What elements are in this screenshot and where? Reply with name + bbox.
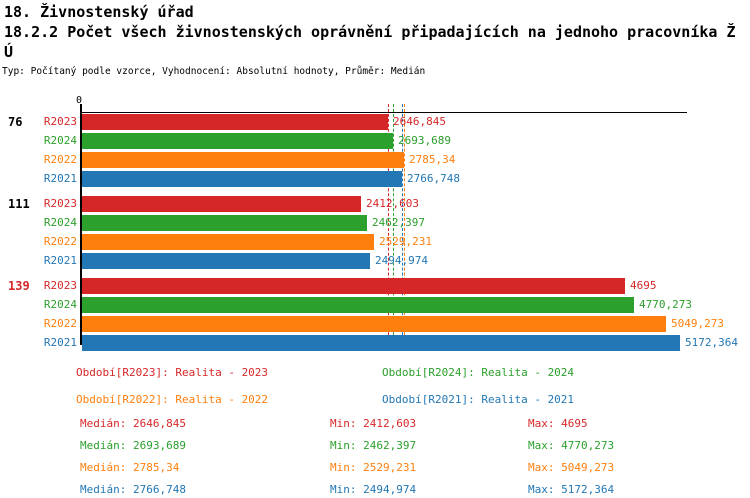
bar-value-label: 4695: [630, 279, 657, 292]
bar-value-label: 2494,974: [375, 254, 428, 267]
stat-median: Medián: 2766,748: [80, 483, 186, 496]
series-row-label: R2023: [43, 115, 77, 128]
bar: [82, 316, 666, 332]
series-row-label: R2022: [43, 235, 77, 248]
stat-min: Min: 2462,397: [330, 439, 417, 452]
bar-value-label: 2646,845: [393, 115, 446, 128]
legend-item: Období[R2022]: Realita - 2022: [76, 393, 269, 406]
series-row-label: R2023: [43, 279, 77, 292]
bar-value-label: 4770,273: [639, 298, 692, 311]
bar-value-label: 2766,748: [407, 172, 460, 185]
x-axis-line: [80, 112, 687, 113]
median-line: [404, 104, 405, 345]
bar-value-label: 2785,34: [409, 153, 456, 166]
series-row-label: R2021: [43, 254, 77, 267]
stat-max: Max: 5049,273: [528, 461, 615, 474]
stat-min: Min: 2529,231: [330, 461, 417, 474]
bar: [82, 253, 370, 269]
bar: [82, 297, 634, 313]
median-line: [388, 104, 389, 345]
stat-max: Max: 4770,273: [528, 439, 615, 452]
series-row-label: R2024: [43, 298, 77, 311]
stat-min: Min: 2494,974: [330, 483, 417, 496]
report-title-line1: 18. Živnostenský úřad: [4, 3, 194, 21]
bar: [82, 234, 374, 250]
series-row-label: R2021: [43, 336, 77, 349]
legend-item: Období[R2021]: Realita - 2021: [382, 393, 575, 406]
stat-max: Max: 5172,364: [528, 483, 615, 496]
median-line: [402, 104, 403, 345]
chart-group-label: 76: [8, 115, 23, 129]
legend-item: Období[R2024]: Realita - 2024: [382, 366, 575, 379]
bar: [82, 196, 361, 212]
legend-item: Období[R2023]: Realita - 2023: [76, 366, 269, 379]
report-title-line3: Ú: [4, 43, 14, 61]
series-row-label: R2022: [43, 153, 77, 166]
stat-median: Medián: 2693,689: [80, 439, 186, 452]
series-row-label: R2024: [43, 134, 77, 147]
report-meta-line: Typ: Počítaný podle vzorce, Vyhodnocení:…: [2, 66, 426, 77]
bar: [82, 171, 402, 187]
chart-group-label: 111: [8, 197, 30, 211]
bar: [82, 215, 367, 231]
bar-value-label: 5049,273: [671, 317, 724, 330]
bar-value-label: 2529,231: [379, 235, 432, 248]
bar-value-label: 2693,689: [398, 134, 451, 147]
bar: [82, 114, 388, 130]
bar: [82, 335, 680, 351]
bar: [82, 133, 393, 149]
chart-group-label: 139: [8, 279, 30, 293]
stat-median: Medián: 2785,34: [80, 461, 180, 474]
y-axis-line: [80, 104, 82, 345]
bar-value-label: 2462,397: [372, 216, 425, 229]
series-row-label: R2021: [43, 172, 77, 185]
bar: [82, 278, 625, 294]
bar-value-label: 5172,364: [685, 336, 738, 349]
stat-min: Min: 2412,603: [330, 417, 417, 430]
bar: [82, 152, 404, 168]
stat-median: Medián: 2646,845: [80, 417, 186, 430]
stat-max: Max: 4695: [528, 417, 588, 430]
series-row-label: R2023: [43, 197, 77, 210]
series-row-label: R2022: [43, 317, 77, 330]
report-title-line2: 18.2.2 Počet všech živnostenských oprávn…: [4, 23, 736, 41]
series-row-label: R2024: [43, 216, 77, 229]
axis-zero-label: 0: [76, 95, 83, 106]
bar-value-label: 2412,603: [366, 197, 419, 210]
median-line: [393, 104, 394, 345]
